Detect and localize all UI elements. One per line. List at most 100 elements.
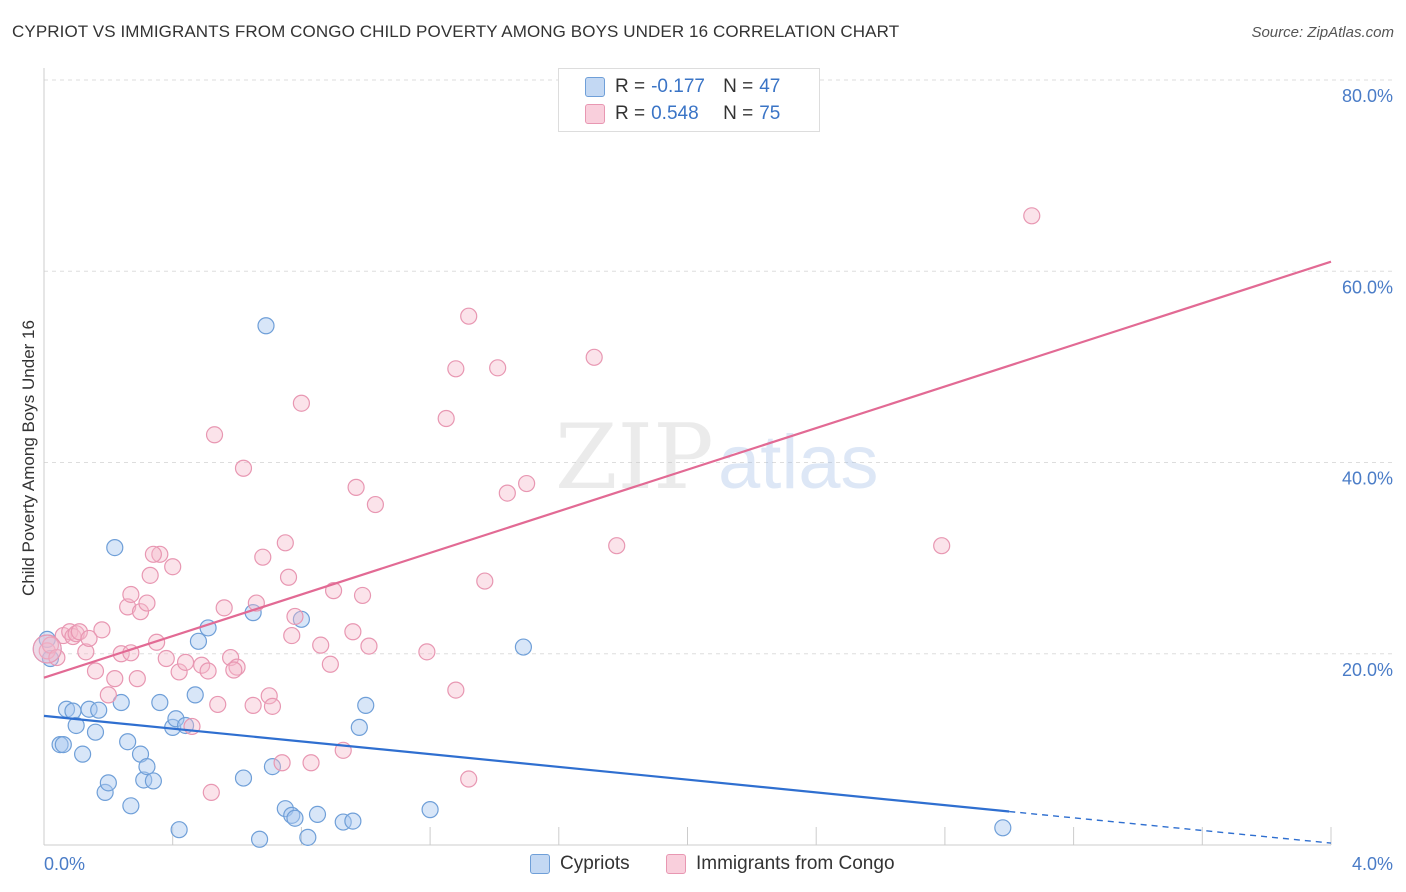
cypriots-point bbox=[189, 632, 208, 650]
congo-point bbox=[80, 629, 98, 648]
congo-point bbox=[131, 603, 150, 621]
cypriots-point bbox=[167, 710, 185, 728]
congo-point bbox=[170, 663, 188, 681]
cypriots-point bbox=[994, 819, 1012, 837]
congo-point bbox=[321, 655, 339, 673]
legend-n-label: N = bbox=[723, 103, 754, 124]
congo-point bbox=[228, 658, 246, 676]
cypriots-point bbox=[74, 745, 92, 763]
cypriots-point bbox=[67, 716, 85, 735]
congo-point bbox=[460, 770, 478, 788]
watermark: ZIP atlas bbox=[555, 405, 879, 510]
cypriots-point bbox=[283, 806, 301, 824]
cypriots-point bbox=[144, 772, 162, 790]
axes bbox=[43, 68, 1332, 846]
cypriots-point bbox=[151, 693, 169, 712]
congo-point bbox=[199, 662, 217, 680]
cypriots-point bbox=[119, 733, 137, 751]
congo-point bbox=[86, 662, 105, 680]
congo-point bbox=[476, 572, 494, 590]
congo-point bbox=[418, 643, 436, 661]
congo-point bbox=[366, 495, 385, 514]
congo-point bbox=[360, 637, 378, 655]
legend-n-label: N = bbox=[723, 76, 754, 97]
cypriots-point bbox=[344, 812, 362, 830]
congo-point bbox=[234, 459, 253, 477]
congo-trend-line bbox=[43, 260, 1332, 679]
legend-row-congo: R = 0.548 N = 75 bbox=[585, 102, 780, 126]
congo-point bbox=[99, 686, 117, 704]
cypriots-point bbox=[90, 701, 108, 719]
congo-point bbox=[347, 478, 365, 496]
congo-point bbox=[283, 626, 301, 645]
legend-swatch-pink bbox=[585, 104, 605, 124]
congo-point bbox=[312, 636, 330, 654]
congo-point bbox=[498, 484, 516, 502]
x-tick-label: 0.0% bbox=[44, 854, 85, 874]
cypriots-trend-line bbox=[43, 714, 1010, 813]
congo-point bbox=[225, 661, 243, 679]
congo-point bbox=[324, 582, 343, 600]
legend-r-label: R = bbox=[615, 76, 646, 97]
congo-point bbox=[460, 307, 478, 325]
congo-point bbox=[151, 545, 169, 563]
congo-point bbox=[157, 649, 175, 668]
legend-r-value: 0.548 bbox=[651, 103, 699, 124]
y-tick-label: 80.0% bbox=[1342, 86, 1393, 106]
legend-swatch-blue bbox=[585, 77, 605, 97]
congo-point bbox=[302, 754, 320, 772]
congo-point bbox=[344, 623, 362, 641]
cypriots-point bbox=[421, 801, 439, 819]
bottom-legend-cypriots: Cypriots bbox=[530, 852, 630, 876]
bottom-legend-label: Immigrants from Congo bbox=[696, 853, 895, 874]
source-label: Source: ZipAtlas.com bbox=[1251, 24, 1394, 41]
cypriots-point bbox=[96, 783, 114, 802]
congo-point bbox=[61, 623, 79, 641]
legend-row-cypriots: R = -0.177 N = 47 bbox=[585, 75, 780, 99]
congo-point bbox=[273, 754, 291, 772]
congo-point bbox=[93, 621, 111, 639]
bottom-legend-congo: Immigrants from Congo bbox=[666, 852, 895, 876]
cypriots-point bbox=[308, 805, 327, 824]
cypriots-point bbox=[54, 735, 72, 754]
cypriots-points bbox=[32, 317, 1012, 848]
cypriots-point bbox=[357, 696, 375, 714]
congo-point bbox=[144, 545, 162, 563]
cypriots-point bbox=[257, 317, 275, 335]
cypriots-point bbox=[286, 809, 304, 827]
gridlines bbox=[44, 79, 1392, 655]
y-tick-label: 20.0% bbox=[1342, 660, 1393, 680]
y-tick-label: 60.0% bbox=[1342, 277, 1393, 297]
congo-point bbox=[128, 670, 146, 688]
cypriots-point bbox=[299, 828, 317, 846]
congo-point bbox=[70, 623, 88, 641]
congo-point bbox=[353, 586, 372, 605]
congo-point bbox=[286, 607, 304, 626]
legend: R = -0.177 N = 47 R = 0.548 N = 75 bbox=[558, 68, 820, 132]
cypriots-point bbox=[514, 638, 533, 656]
congo-point bbox=[263, 697, 282, 715]
congo-point-cluster bbox=[32, 634, 62, 664]
cypriots-trend-extension bbox=[1009, 810, 1332, 844]
cypriots-point bbox=[64, 702, 82, 720]
congo-point bbox=[518, 474, 536, 493]
cypriots-point bbox=[234, 769, 253, 787]
congo-point bbox=[77, 643, 95, 661]
legend-n-value: 47 bbox=[759, 76, 781, 97]
cypriots-point bbox=[106, 539, 124, 557]
congo-point bbox=[244, 696, 262, 714]
chart-title: CYPRIOT VS IMMIGRANTS FROM CONGO CHILD P… bbox=[12, 22, 900, 41]
congo-point bbox=[437, 409, 455, 428]
cypriots-point bbox=[138, 757, 156, 776]
congo-point bbox=[447, 360, 465, 378]
cypriots-point bbox=[170, 821, 188, 839]
cypriots-point bbox=[250, 830, 269, 848]
x-tick-label: 4.0% bbox=[1352, 854, 1393, 874]
cypriots-point bbox=[122, 797, 140, 815]
congo-point bbox=[254, 548, 272, 566]
legend-n-value: 75 bbox=[759, 103, 781, 124]
congo-point bbox=[292, 394, 310, 412]
cypriots-point bbox=[186, 686, 204, 704]
congo-point bbox=[585, 348, 603, 366]
